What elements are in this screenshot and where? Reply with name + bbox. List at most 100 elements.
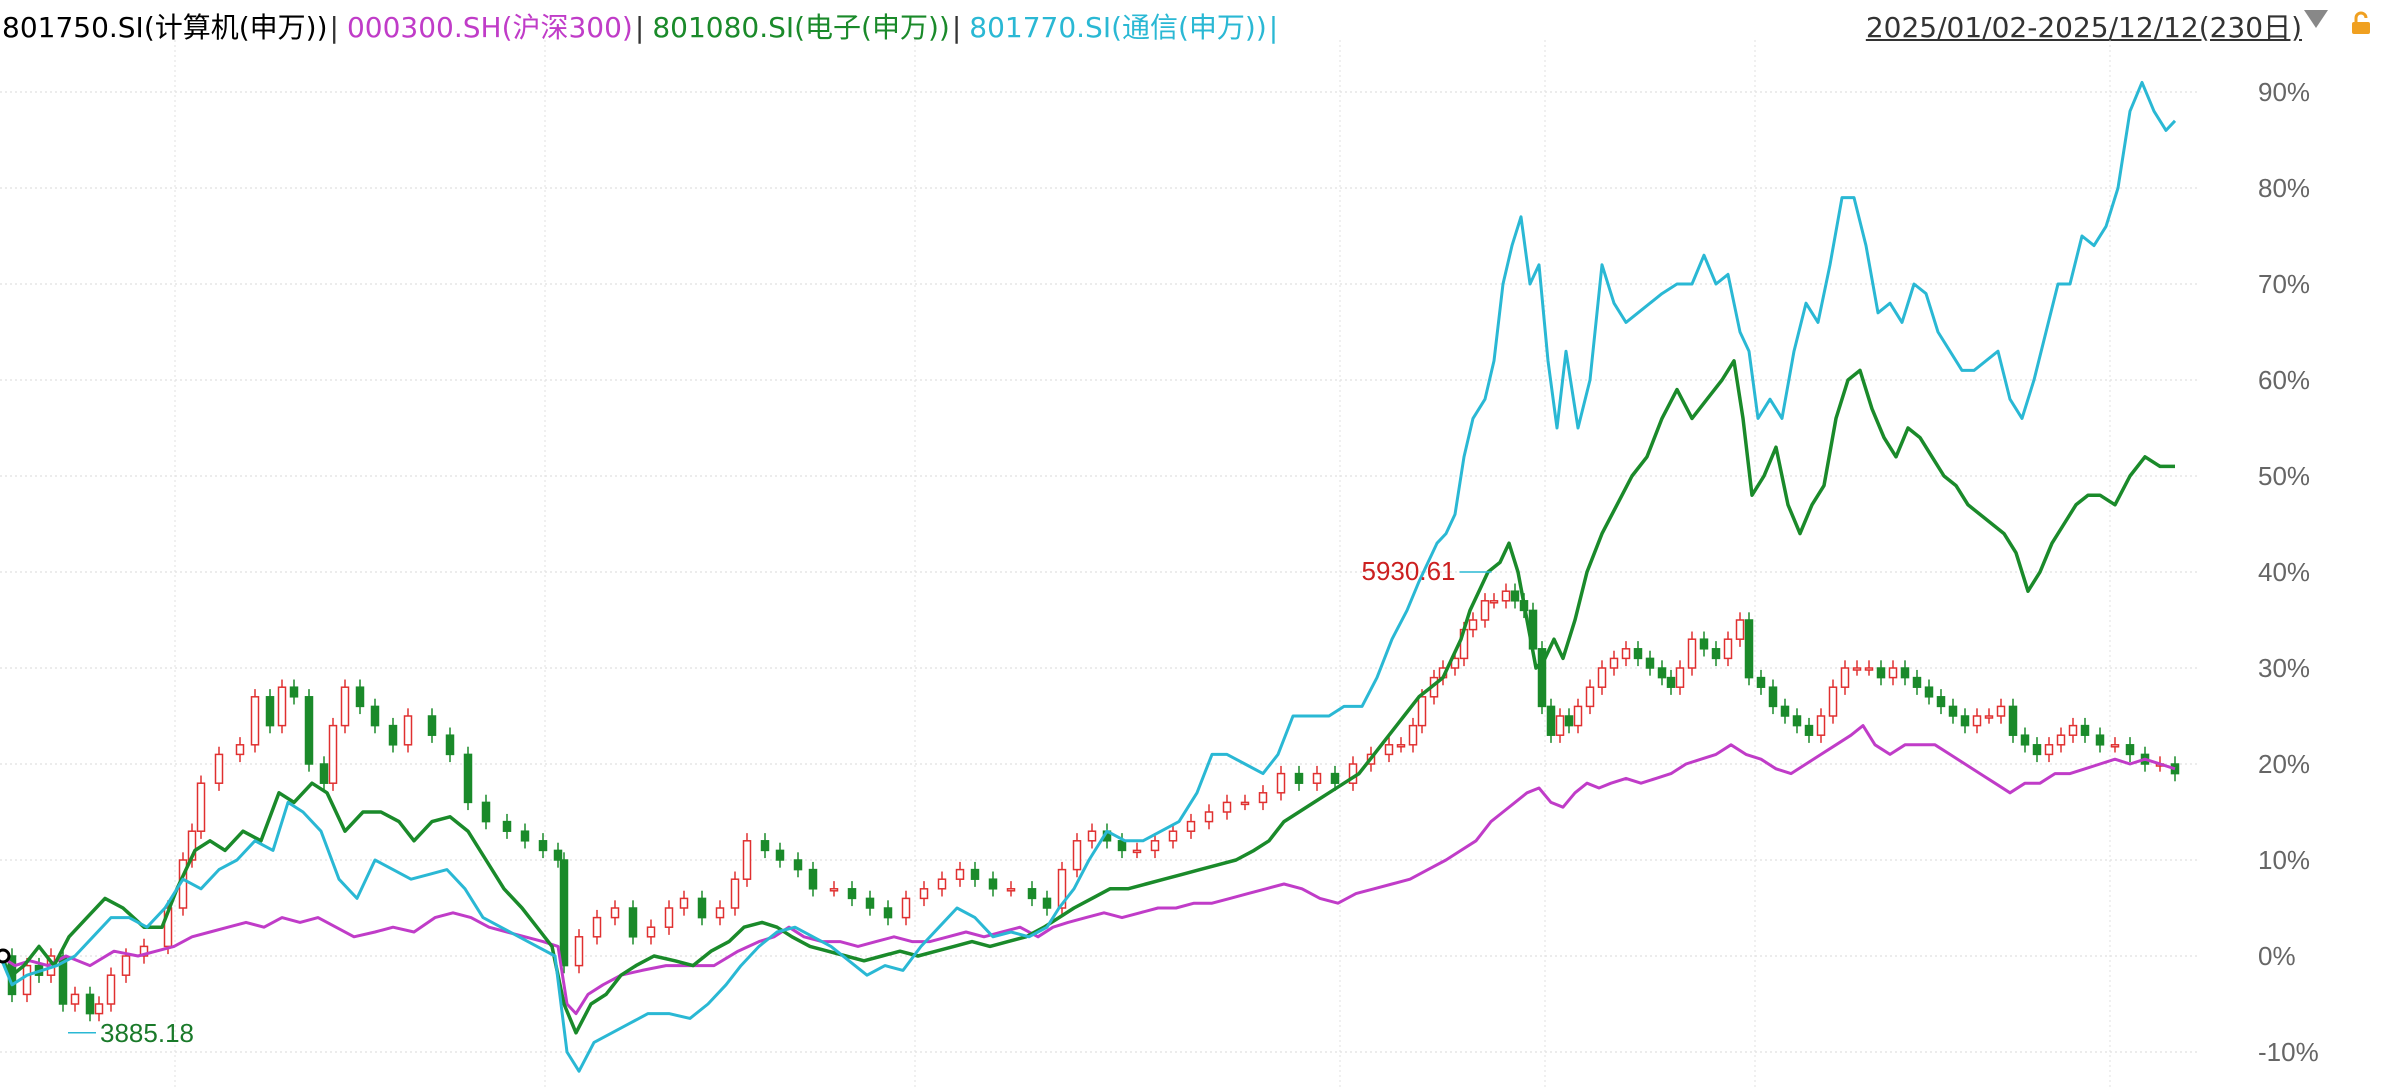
legend-item-computer[interactable]: 801750.SI(计算机(申万))	[2, 11, 328, 44]
candle-body	[196, 782, 206, 832]
candle-body	[427, 715, 437, 736]
y-tick-label: 80%	[2258, 173, 2310, 203]
candle-body	[1417, 696, 1427, 727]
legend-separator: |	[1268, 11, 1279, 44]
candle-body	[1555, 715, 1565, 736]
candle-body	[592, 916, 602, 938]
candle-body	[1657, 667, 1667, 679]
candle-body	[520, 830, 530, 842]
candle-body	[70, 993, 80, 1005]
candle-body	[1132, 849, 1142, 854]
start-marker	[0, 948, 11, 964]
candle-body	[85, 993, 95, 1015]
chart-plot: 90% 80% 70% 60% 50% 40% 30% 20% 10% 0% -10% 5930.6…	[0, 40, 2319, 1090]
candle-body	[715, 907, 725, 919]
y-tick-label: 50%	[2258, 461, 2310, 491]
candle-body	[1792, 715, 1802, 727]
candle-body	[538, 840, 548, 852]
candle-body	[955, 868, 965, 880]
y-tick-label: 0%	[2258, 941, 2296, 971]
candle-body	[1621, 648, 1631, 660]
candle-body	[1711, 648, 1721, 660]
low-value-label: 3885.18	[100, 1018, 194, 1048]
candle-body	[1864, 667, 1874, 671]
candle-body	[1876, 667, 1886, 679]
candle-body	[1960, 715, 1970, 727]
candle-body	[2110, 744, 2120, 748]
candle-body	[1087, 830, 1097, 842]
candle-body	[937, 878, 947, 890]
candle-body	[1984, 715, 1994, 719]
candle-body	[370, 705, 380, 727]
candle-body	[1489, 600, 1499, 604]
candle-body	[646, 926, 656, 938]
candle-body	[1585, 686, 1595, 708]
y-tick-label: 10%	[2258, 845, 2310, 875]
candle-body	[1597, 667, 1607, 688]
lock-icon[interactable]	[2348, 10, 2374, 36]
candle-body	[775, 849, 785, 861]
candle-body	[1996, 705, 2006, 717]
candle-body	[1537, 648, 1547, 708]
candle-body	[1699, 638, 1709, 650]
candle-body	[1072, 840, 1082, 871]
candle-body	[730, 878, 740, 909]
candle-body	[1573, 705, 1583, 727]
candle-body	[2020, 734, 2030, 746]
candle-body	[1723, 638, 1733, 660]
chart-header: 801750.SI(计算机(申万))| 000300.SH(沪深300)| 8010…	[0, 0, 2382, 44]
candle-body	[1912, 676, 1922, 688]
candle-body	[1564, 715, 1574, 727]
candle-body	[139, 945, 149, 957]
candle-body	[1972, 715, 1982, 727]
candle-body	[865, 897, 875, 909]
candle-body	[481, 801, 491, 823]
y-tick-label: 20%	[2258, 749, 2310, 779]
candle-body	[1735, 619, 1745, 640]
candle-body	[502, 820, 512, 832]
candle-body	[277, 686, 287, 727]
y-tick-label: 40%	[2258, 557, 2310, 587]
candle-body	[1312, 772, 1322, 784]
candle-body	[304, 696, 314, 765]
telecom-line	[0, 80, 2177, 1073]
legend: 801750.SI(计算机(申万))| 000300.SH(沪深300)| 8010…	[2, 6, 1286, 46]
candle-body	[1480, 600, 1490, 621]
date-range-selector[interactable]: 2025/01/02-2025/12/12(230日)	[1865, 11, 2302, 44]
candle-body	[1006, 888, 1016, 892]
candle-body	[265, 696, 275, 727]
candle-body	[2008, 705, 2018, 736]
candle-body	[1936, 696, 1946, 708]
candle-body	[1768, 686, 1778, 708]
candle-body	[628, 907, 638, 938]
candle-body	[1816, 715, 1826, 736]
candle-body	[1888, 667, 1898, 679]
candle-body	[808, 868, 818, 890]
legend-item-electronics[interactable]: 801080.SI(电子(申万))	[652, 11, 950, 44]
candle-body	[1645, 657, 1655, 669]
candle-body	[1501, 590, 1511, 602]
candle-body	[679, 897, 689, 909]
series-lines	[0, 80, 2177, 1073]
candle-body	[760, 840, 770, 852]
candle-body	[1468, 619, 1478, 631]
candle-body	[2095, 734, 2105, 746]
dropdown-triangle-icon[interactable]	[2304, 10, 2328, 28]
candle-body	[793, 859, 803, 871]
candle-body	[2068, 724, 2078, 736]
candle-body	[697, 897, 707, 919]
candle-body	[2032, 744, 2042, 756]
candle-body	[847, 888, 857, 900]
candle-body	[901, 897, 911, 919]
candle-body	[1744, 619, 1754, 679]
candle-body	[2044, 744, 2054, 756]
legend-item-csi300[interactable]: 000300.SH(沪深300)	[346, 11, 633, 44]
csi300-line	[0, 724, 2176, 1016]
candle-body	[1027, 888, 1037, 900]
candle-body	[94, 1003, 104, 1015]
candle-body	[1900, 667, 1910, 679]
candle-body	[988, 878, 998, 890]
candle-body	[1924, 686, 1934, 698]
candle-body	[1294, 772, 1304, 784]
legend-item-telecom[interactable]: 801770.SI(通信(申万))	[969, 11, 1267, 44]
